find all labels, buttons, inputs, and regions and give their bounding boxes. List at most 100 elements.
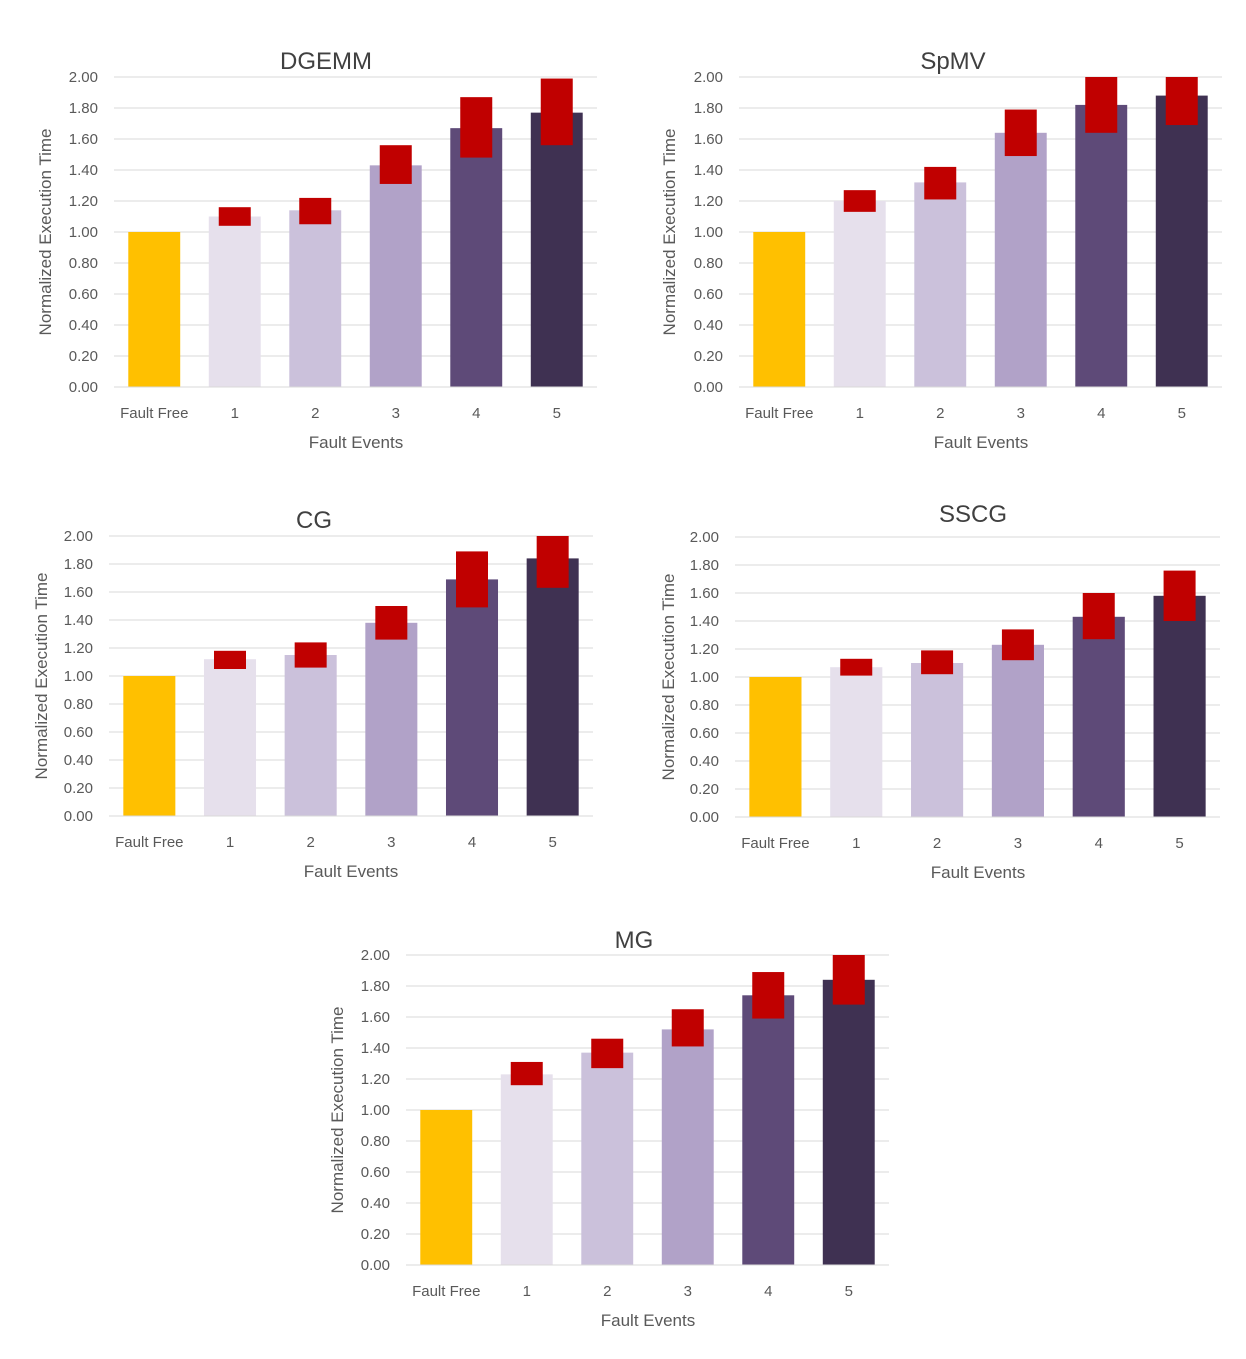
x-tick-label: 4 <box>1097 405 1105 422</box>
y-tick-label: 0.60 <box>64 724 93 741</box>
y-tick-label: 1.20 <box>690 641 719 658</box>
error-range-box <box>294 642 327 668</box>
bar-5 <box>526 558 579 816</box>
y-tick-label: 1.80 <box>690 557 719 574</box>
x-axis-label: Fault Events <box>304 862 399 881</box>
y-tick-label: 1.20 <box>694 193 723 210</box>
bar-3 <box>994 132 1047 387</box>
error-range-box <box>1004 109 1037 157</box>
x-axis-label: Fault Events <box>309 433 404 452</box>
y-axis-label: Normalized Execution Time <box>659 574 678 781</box>
y-tick-label: 0.20 <box>64 780 93 797</box>
y-tick-label: 2.00 <box>361 947 390 964</box>
y-tick-label: 0.40 <box>69 317 98 334</box>
error-range-box <box>375 606 408 640</box>
x-tick-label: Fault Free <box>412 1283 480 1300</box>
error-range-box <box>840 658 873 676</box>
chart-title: DGEMM <box>280 48 372 75</box>
y-tick-label: 1.40 <box>69 162 98 179</box>
x-tick-label: 5 <box>845 1283 853 1300</box>
y-tick-label: 1.80 <box>694 100 723 117</box>
x-tick-label: 1 <box>852 835 860 852</box>
x-tick-label: 4 <box>764 1283 772 1300</box>
x-tick-label: Fault Free <box>115 834 183 851</box>
x-tick-label: 2 <box>603 1283 611 1300</box>
chart-title: SSCG <box>939 501 1007 528</box>
bar-2 <box>289 210 342 387</box>
x-tick-label: 1 <box>226 834 234 851</box>
y-tick-label: 2.00 <box>69 69 98 86</box>
y-tick-label: 1.40 <box>690 613 719 630</box>
x-tick-label: 2 <box>311 405 319 422</box>
bar-5 <box>1155 95 1208 387</box>
x-tick-label: 3 <box>684 1283 692 1300</box>
y-tick-label: 1.40 <box>694 162 723 179</box>
y-tick-label: 1.20 <box>64 640 93 657</box>
x-tick-label: 3 <box>1014 835 1022 852</box>
y-tick-label: 0.80 <box>690 697 719 714</box>
y-tick-label: 0.60 <box>361 1164 390 1181</box>
chart-dgemm: DGEMM 0.00 0.20 0.40 0.60 0.80 1.00 1.20 1.40 1.6… <box>36 48 597 452</box>
chart-spmv: SpMV 0.00 0.20 0.40 0.60 0.80 1.00 1.20 1.40 1.60… <box>660 48 1222 452</box>
y-tick-label: 1.80 <box>361 978 390 995</box>
error-range-box <box>921 650 954 675</box>
y-tick-label: 0.40 <box>694 317 723 334</box>
y-tick-label: 1.40 <box>361 1040 390 1057</box>
error-range-box <box>1001 629 1034 661</box>
bar-1 <box>500 1074 553 1265</box>
y-tick-label: 0.00 <box>64 808 93 825</box>
error-range-box <box>536 536 569 588</box>
x-axis-label: Fault Events <box>931 863 1026 882</box>
bar-4 <box>1072 616 1125 817</box>
error-range-box <box>752 972 785 1019</box>
x-tick-label: 2 <box>936 405 944 422</box>
bar-4 <box>445 579 499 816</box>
y-tick-label: 1.60 <box>361 1009 390 1026</box>
y-tick-label: 0.00 <box>69 379 98 396</box>
y-tick-label: 1.60 <box>64 584 93 601</box>
error-range-box <box>1085 77 1118 133</box>
error-range-box <box>379 145 412 184</box>
x-tick-label: Fault Free <box>741 835 809 852</box>
error-range-box <box>832 955 865 1005</box>
error-range-box <box>1165 77 1198 126</box>
x-tick-label: 5 <box>1178 405 1186 422</box>
x-tick-label: Fault Free <box>745 405 813 422</box>
error-range-box <box>456 551 488 608</box>
error-range-box <box>510 1061 543 1086</box>
bar-1 <box>203 659 257 816</box>
error-range-box <box>1163 570 1196 621</box>
chart-title: CG <box>296 507 332 534</box>
x-tick-label: 1 <box>856 405 864 422</box>
error-range-box <box>924 166 957 200</box>
bar-fault-free <box>753 232 806 387</box>
bar-fault-free <box>128 232 181 387</box>
error-range-box <box>299 197 332 225</box>
error-range-box <box>843 190 876 212</box>
y-tick-label: 0.00 <box>361 1257 390 1274</box>
bar-4 <box>450 128 503 387</box>
bar-4 <box>1075 104 1128 388</box>
y-tick-label: 2.00 <box>690 529 719 546</box>
x-tick-label: 2 <box>933 835 941 852</box>
y-tick-label: 0.40 <box>361 1195 390 1212</box>
chart-cg: CG 0.00 0.20 0.40 0.60 0.80 1.00 1.20 1.40 1.60 1.… <box>32 507 593 881</box>
y-tick-label: 1.20 <box>69 193 98 210</box>
y-tick-label: 2.00 <box>694 69 723 86</box>
y-axis-label: Normalized Execution Time <box>36 129 55 336</box>
x-tick-label: 1 <box>231 405 239 422</box>
y-tick-label: 1.40 <box>64 612 93 629</box>
y-tick-label: 1.00 <box>361 1102 390 1119</box>
y-tick-label: 1.00 <box>69 224 98 241</box>
y-tick-label: 0.20 <box>690 781 719 798</box>
y-tick-label: 0.80 <box>694 255 723 272</box>
y-axis-label: Normalized Execution Time <box>328 1007 347 1214</box>
x-axis-label: Fault Events <box>934 433 1029 452</box>
y-tick-label: 2.00 <box>64 528 93 545</box>
y-tick-label: 1.00 <box>694 224 723 241</box>
y-tick-label: 0.20 <box>69 348 98 365</box>
error-range-box <box>671 1009 704 1047</box>
bar-1 <box>833 201 886 387</box>
x-tick-label: 3 <box>392 405 400 422</box>
chart-title: SpMV <box>920 48 985 75</box>
